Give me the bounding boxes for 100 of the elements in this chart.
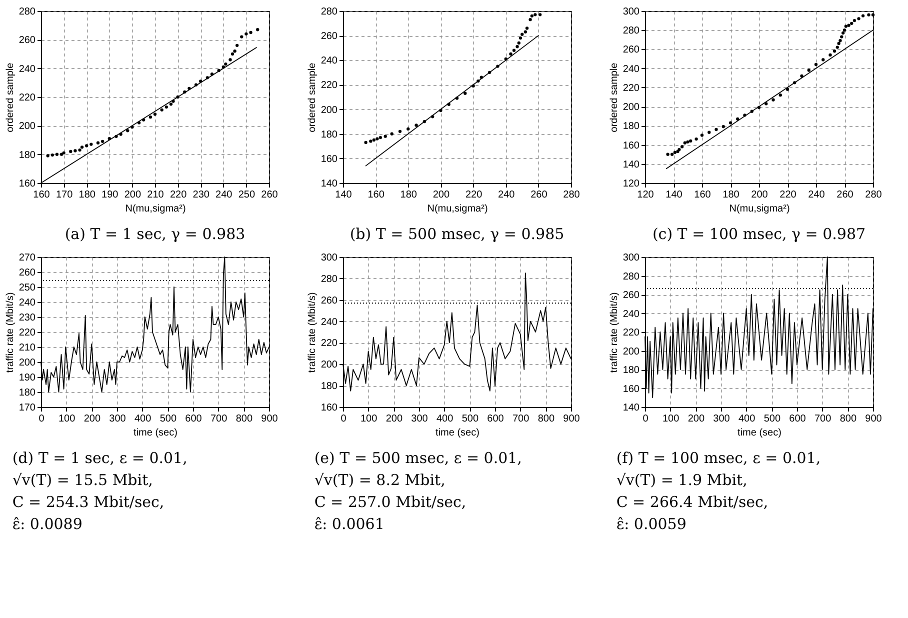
y-tick-label: 160: [18, 178, 36, 190]
point: [666, 152, 670, 156]
point: [230, 52, 234, 56]
point: [708, 130, 711, 134]
text: (c) T = 100 msec, γ = 0.987: [652, 225, 866, 243]
y-tick-label: 200: [18, 121, 36, 132]
y-tick-label: 220: [320, 80, 338, 92]
x-axis-title: time (sec): [738, 428, 782, 438]
x-tick-label: 300: [713, 414, 730, 424]
point: [378, 136, 382, 140]
x-tick-label: 220: [780, 190, 797, 200]
x-tick-label: 220: [465, 190, 483, 200]
y-axis-title: ordered sample: [4, 62, 16, 132]
point: [678, 148, 681, 152]
y-tick-label: 240: [320, 56, 338, 67]
point: [670, 152, 674, 156]
y-tick-label: 210: [18, 342, 36, 354]
point: [398, 130, 402, 133]
x-tick-label: 0: [38, 414, 45, 424]
point: [224, 62, 228, 66]
x-tick-label: 300: [411, 414, 428, 424]
y-tick-label: 200: [622, 346, 640, 358]
x-axis-title: time (sec): [134, 428, 178, 438]
point: [700, 134, 704, 137]
point: [256, 28, 260, 32]
point: [689, 139, 692, 143]
point: [509, 52, 512, 56]
point: [90, 142, 93, 146]
x-tick-label: 700: [210, 414, 228, 424]
x-tick-label: 200: [688, 414, 705, 424]
y-tick-label: 280: [18, 6, 36, 18]
point: [516, 45, 519, 48]
point: [160, 108, 164, 112]
point: [528, 18, 532, 22]
x-tick-label: 700: [512, 414, 530, 424]
y-tick-label: 280: [320, 6, 338, 18]
text: √v(T) = 15.5 Mbit,: [12, 471, 153, 489]
y-tick-label: 140: [622, 159, 640, 170]
y-tick-label: 180: [320, 129, 338, 140]
x-tick-label: 280: [563, 190, 580, 200]
y-tick-label: 240: [320, 316, 338, 328]
point: [814, 62, 818, 66]
y-tick-label: 220: [622, 328, 640, 338]
point: [148, 115, 152, 119]
y-tick-label: 140: [622, 402, 640, 414]
x-tick-label: 600: [789, 414, 806, 424]
y-tick-label: 180: [622, 121, 640, 132]
x-tick-label: 200: [124, 190, 142, 200]
x-tick-label: 800: [538, 414, 555, 424]
x-tick-label: 160: [694, 190, 712, 200]
y-tick-label: 260: [622, 44, 640, 56]
point: [538, 13, 542, 16]
y-tick-label: 180: [622, 365, 640, 376]
point: [861, 14, 865, 18]
text: (a) T = 1 sec, γ = 0.983: [64, 225, 246, 243]
point: [680, 145, 684, 148]
x-tick-label: 500: [764, 414, 781, 424]
x-tick-label: 100: [58, 414, 76, 424]
point: [850, 22, 854, 25]
y-tick-label: 200: [320, 360, 338, 371]
x-tick-label: 250: [238, 190, 256, 200]
y-tick-label: 300: [622, 6, 640, 18]
point: [364, 140, 368, 144]
point: [406, 127, 410, 131]
point: [807, 68, 810, 72]
point: [728, 121, 732, 124]
x-tick-label: 190: [102, 190, 119, 200]
point: [100, 140, 104, 144]
point: [736, 117, 740, 121]
y-tick-label: 160: [320, 154, 338, 165]
y-tick-label: 200: [18, 358, 36, 368]
point: [840, 35, 844, 38]
point: [871, 13, 875, 16]
y-tick-label: 180: [18, 388, 36, 398]
x-tick-label: 400: [134, 414, 152, 424]
point: [153, 112, 157, 116]
x-tick-label: 280: [865, 190, 882, 200]
y-tick-label: 260: [18, 35, 36, 46]
x-tick-label: 260: [530, 190, 548, 200]
text: ε̂: 0.0089: [12, 515, 82, 533]
y-axis-title: ordered sample: [608, 62, 620, 132]
x-axis-title: time (sec): [436, 428, 480, 438]
point: [857, 17, 860, 20]
y-tick-label: 240: [18, 298, 36, 308]
point: [694, 137, 698, 141]
point: [842, 28, 846, 32]
point: [126, 129, 130, 132]
text: ε̂: 0.0059: [616, 515, 686, 533]
y-tick-label: 160: [622, 384, 640, 395]
x-tick-label: 600: [487, 414, 504, 424]
y-tick-label: 240: [18, 64, 36, 75]
point: [683, 141, 686, 144]
y-tick-label: 260: [320, 295, 338, 306]
x-tick-label: 120: [637, 190, 654, 200]
y-tick-label: 220: [18, 92, 36, 104]
x-tick-label: 180: [722, 190, 740, 200]
text: (b) T = 500 msec, γ = 0.985: [350, 225, 564, 243]
y-tick-label: 280: [622, 26, 640, 37]
x-tick-label: 220: [170, 190, 188, 200]
x-tick-label: 170: [56, 190, 74, 200]
